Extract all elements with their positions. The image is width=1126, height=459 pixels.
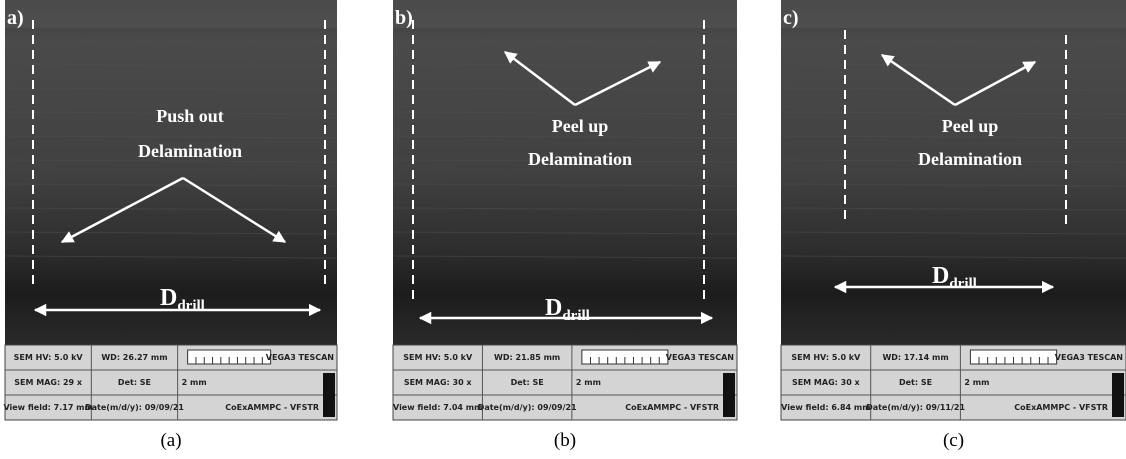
info-text: VEGA3 TESCAN [666,353,734,362]
annotation: Delamination [918,149,1022,169]
info-text: 2 mm [964,378,989,387]
info-text: WD: 26.27 mm [101,353,167,362]
dimension-sub: drill [177,298,205,314]
figure: a) Push out Delamination Ddrill SEM HV: 5.0 … [0,0,1126,459]
dimension-sub: drill [562,308,590,324]
info-text: VEGA3 TESCAN [1055,353,1123,362]
info-text: WD: 17.14 mm [882,353,948,362]
info-text: Date(m/d/y): 09/09/21 [478,403,577,412]
info-text: CoExAMMPC - VFSTR [625,403,719,412]
info-text: SEM HV: 5.0 kV [14,353,84,362]
info-text: SEM MAG: 29 x [14,378,83,387]
info-text: View field: 6.84 mm [781,403,870,412]
annotation: Delamination [528,149,632,169]
info-text: SEM MAG: 30 x [404,378,473,387]
panel: c) Peel up Delamination Ddrill SEM HV: 5.0 k… [781,0,1126,451]
logo [723,373,735,417]
sample-top [5,0,337,28]
caption: (c) [943,430,964,451]
sem-image [393,0,737,345]
info-text: SEM MAG: 30 x [792,378,861,387]
info-text: View field: 7.17 mm [3,403,92,412]
dimension-main: D [932,263,949,289]
sample-top [393,0,737,28]
info-text: 2 mm [182,378,207,387]
panel-label: a) [7,7,24,29]
info-text: Det: SE [899,378,932,387]
annotation: Push out [156,106,224,126]
panel: b) Peel up Delamination Ddrill SEM HV: 5.0 k… [393,0,737,451]
caption: (b) [554,430,576,451]
info-text: WD: 21.85 mm [494,353,560,362]
panel-label: b) [395,7,413,29]
panel: a) Push out Delamination Ddrill SEM HV: 5.0 … [3,0,337,451]
info-text: SEM HV: 5.0 kV [403,353,473,362]
dimension-main: D [160,285,177,311]
info-text: Date(m/d/y): 09/11/21 [866,403,965,412]
sem-image [781,0,1126,345]
info-text: SEM HV: 5.0 kV [791,353,861,362]
annotation: Peel up [552,116,609,136]
info-text: View field: 7.04 mm [393,403,482,412]
dimension-main: D [545,295,562,321]
info-text: CoExAMMPC - VFSTR [1014,403,1108,412]
info-text: Det: SE [511,378,544,387]
info-text: 2 mm [576,378,601,387]
info-text: Det: SE [118,378,151,387]
logo [323,373,335,417]
logo [1112,373,1124,417]
annotation: Delamination [138,141,242,161]
caption: (a) [160,430,181,451]
info-text: Date(m/d/y): 09/09/21 [85,403,184,412]
annotation: Peel up [942,116,999,136]
dimension-sub: drill [949,276,977,292]
info-text: VEGA3 TESCAN [266,353,334,362]
panel-label: c) [783,7,799,29]
info-text: CoExAMMPC - VFSTR [225,403,319,412]
sample-top [781,0,1126,28]
